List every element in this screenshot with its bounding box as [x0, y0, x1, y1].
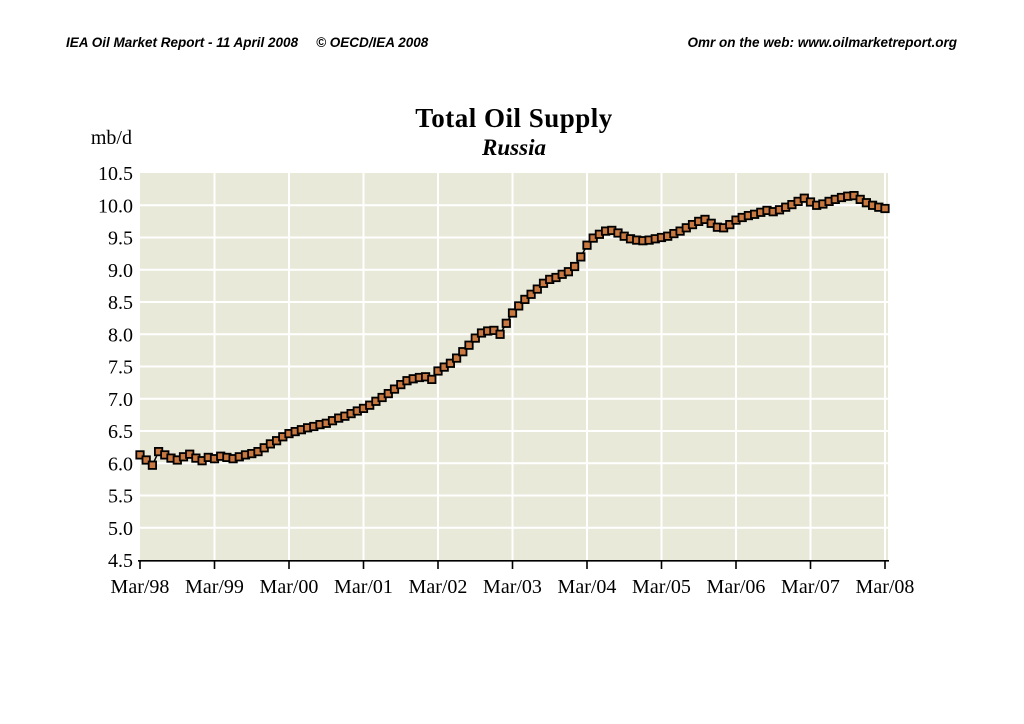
data-point-marker [526, 289, 536, 299]
data-point-marker [520, 294, 530, 305]
data-point-marker [576, 252, 586, 262]
y-axis-unit-label: mb/d [90, 127, 132, 149]
data-point-marker [532, 284, 542, 294]
x-tick-label: Mar/98 [111, 576, 170, 598]
data-point-marker [501, 318, 511, 328]
data-point-marker [135, 450, 145, 460]
y-tick-label: 7.0 [108, 389, 133, 411]
x-tick-label: Mar/05 [632, 576, 691, 598]
data-point-marker [470, 333, 480, 343]
y-tick-label: 10.0 [98, 195, 133, 217]
data-point-marker [458, 347, 468, 357]
data-point-marker [495, 329, 505, 339]
chart-subtitle: Russia [482, 135, 546, 160]
data-point-marker [570, 261, 580, 272]
data-point-marker [464, 340, 474, 350]
data-point-marker [563, 267, 574, 277]
x-tick-label: Mar/06 [707, 576, 766, 598]
y-tick-label: 6.0 [108, 453, 133, 475]
data-point-marker [880, 203, 890, 214]
y-tick-label: 6.5 [108, 421, 133, 443]
report-header-left: IEA Oil Market Report - 11 April 2008 © O… [66, 35, 428, 50]
y-tick-label: 10.5 [98, 163, 133, 185]
x-tick-label: Mar/03 [483, 576, 542, 598]
y-tick-label: 9.5 [108, 228, 133, 250]
x-tick-label: Mar/99 [185, 576, 244, 598]
x-tick-label: Mar/00 [260, 576, 319, 598]
x-tick-label: Mar/02 [409, 576, 468, 598]
data-point-marker [141, 455, 151, 465]
x-tick-label: Mar/04 [558, 576, 617, 598]
y-tick-label: 5.5 [108, 486, 133, 508]
x-tick-label: Mar/07 [781, 576, 840, 598]
data-point-marker [507, 308, 518, 318]
chart-title: Total Oil Supply [415, 103, 613, 133]
y-tick-label: 8.5 [108, 292, 133, 314]
data-point-marker [147, 460, 157, 470]
report-header-right: Omr on the web: www.oilmarketreport.org [687, 35, 957, 50]
report-title: IEA Oil Market Report - 11 April 2008 [66, 35, 299, 50]
y-tick-label: 9.0 [108, 260, 133, 282]
report-copyright: © OECD/IEA 2008 [316, 35, 429, 50]
y-tick-label: 4.5 [108, 550, 133, 572]
data-point-marker [514, 301, 524, 311]
data-point-marker [451, 353, 462, 363]
y-tick-label: 7.5 [108, 357, 133, 379]
x-tick-label: Mar/01 [334, 576, 393, 598]
x-tick-label: Mar/08 [856, 576, 915, 598]
data-point-marker [582, 240, 592, 250]
y-tick-label: 8.0 [108, 324, 133, 346]
y-tick-label: 5.0 [108, 518, 133, 540]
data-point-marker [445, 358, 456, 368]
total-oil-supply-chart: 10.5 10.0 9.5 9.0 8.5 8.0 7.5 7.0 6.5 6.0 5.5 5.0 4.… [98, 163, 915, 598]
data-point-marker [427, 374, 437, 385]
